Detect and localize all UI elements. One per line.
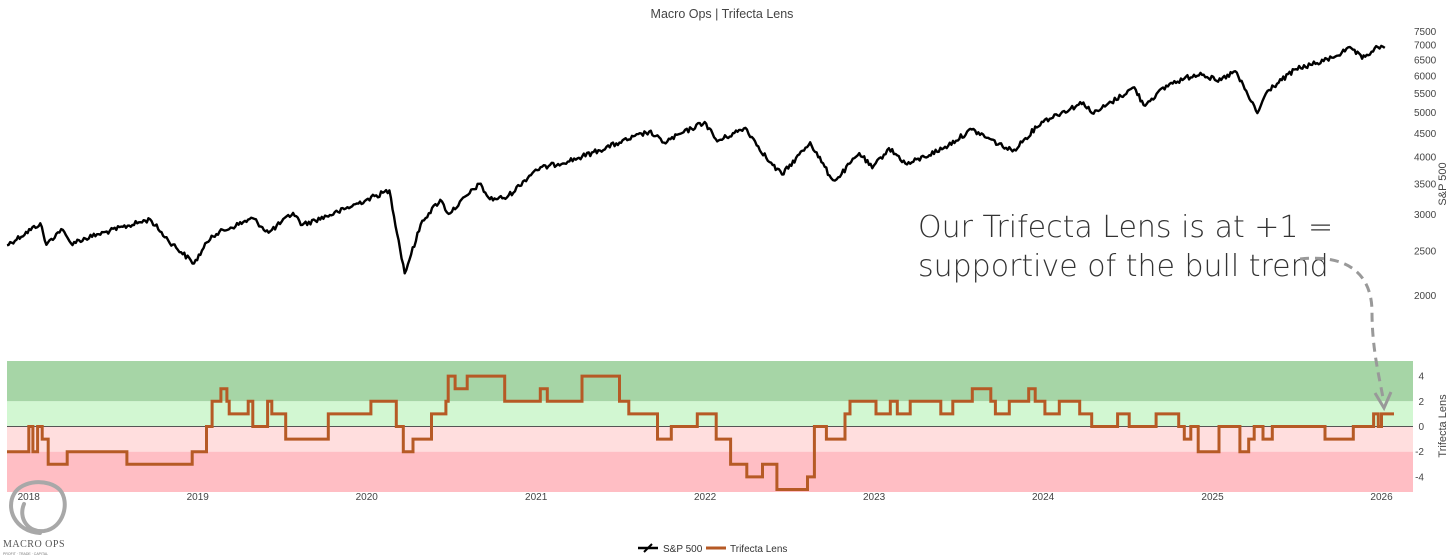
price-tick-label: 2500 [1414, 247, 1437, 258]
x-tick-label: 2023 [863, 492, 886, 503]
lens-tick-label: 0 [1418, 422, 1424, 433]
price-axis-title: S&P 500 [1437, 162, 1449, 205]
price-tick-label: 7500 [1414, 27, 1437, 38]
price-tick-label: 5000 [1414, 108, 1437, 119]
lens-band [7, 451, 1413, 492]
legend-item-sp500[interactable]: S&P 500 [638, 543, 703, 555]
lens-band [7, 361, 1413, 402]
macro-ops-logo: MACRO OPS PROFIT · TRADE · CAPITAL [3, 480, 67, 556]
sp500-line [6, 44, 1386, 275]
price-tick-label: 3500 [1414, 179, 1437, 190]
x-tick-label: 2026 [1370, 492, 1393, 503]
x-tick-label: 2018 [18, 492, 41, 503]
price-tick-label: 3000 [1414, 210, 1437, 221]
lens-tick-label: 4 [1418, 372, 1424, 383]
lens-panel: 4 2 0 -2 -4 Trifecta Lens [7, 361, 1449, 492]
legend: S&P 500 Trifecta Lens [638, 543, 787, 555]
price-tick-label: 4000 [1414, 153, 1437, 164]
legend-label-sp500: S&P 500 [663, 544, 703, 555]
lens-axis-title: Trifecta Lens [1437, 394, 1449, 458]
lens-axis: 4 2 0 -2 -4 [1415, 372, 1424, 484]
price-tick-label: 4500 [1414, 129, 1437, 140]
annotation-line-1: Our Trifecta Lens is at +1 = [918, 210, 1333, 245]
annotation-arrow [1299, 256, 1385, 399]
price-tick-label: 6000 [1414, 71, 1437, 82]
x-tick-label: 2019 [187, 492, 210, 503]
annotation-arrowhead [1373, 391, 1393, 412]
x-tick-label: 2025 [1201, 492, 1224, 503]
logo-swirl-icon [9, 480, 67, 535]
logo-tagline: PROFIT · TRADE · CAPITAL [3, 552, 48, 556]
price-tick-label: 5500 [1414, 89, 1437, 100]
x-axis: 2018 2019 2020 2021 2022 2023 2024 2025 2026 [18, 492, 1393, 503]
price-tick-label: 7000 [1414, 41, 1437, 52]
trifecta-lens-line [7, 374, 1394, 491]
annotation-line-2: supportive of the bull trend [918, 249, 1329, 284]
price-panel: 7500 7000 6500 6000 5500 5000 4500 4000 3500 3000… [6, 27, 1449, 302]
x-tick-label: 2021 [525, 492, 548, 503]
x-tick-label: 2022 [694, 492, 717, 503]
lens-tick-label: -4 [1415, 472, 1424, 483]
legend-item-trifecta-lens[interactable]: Trifecta Lens [706, 544, 787, 555]
lens-tick-label: 2 [1418, 397, 1424, 408]
price-tick-label: 2000 [1414, 291, 1437, 302]
x-tick-label: 2020 [356, 492, 379, 503]
price-tick-label: 6500 [1414, 55, 1437, 66]
lens-tick-label: -2 [1415, 447, 1424, 458]
logo-text: MACRO OPS [3, 539, 65, 550]
annotation: Our Trifecta Lens is at +1 = supportive … [918, 210, 1393, 412]
x-tick-label: 2024 [1032, 492, 1055, 503]
legend-label-trifecta-lens: Trifecta Lens [730, 544, 787, 555]
lens-band [7, 426, 1413, 452]
price-axis: 7500 7000 6500 6000 5500 5000 4500 4000 3500 3000… [1414, 27, 1437, 302]
chart-title: Macro Ops | Trifecta Lens [651, 7, 794, 21]
